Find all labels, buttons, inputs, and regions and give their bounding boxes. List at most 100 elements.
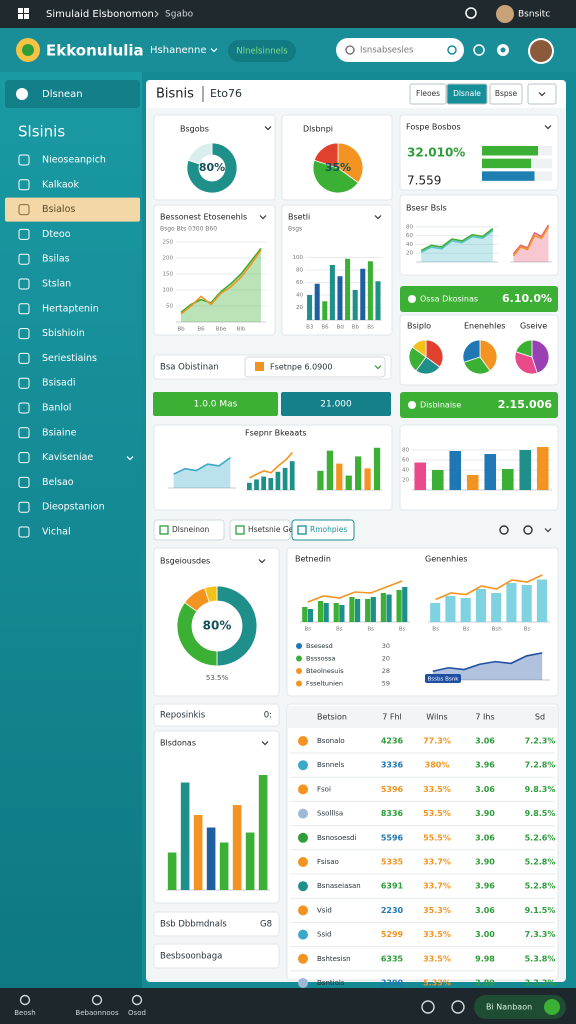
card-title: Fospe Bosbos — [406, 123, 461, 132]
kpi-button[interactable] — [153, 392, 278, 416]
sidebar-active-label[interactable]: Dlsnean — [42, 89, 83, 100]
dropdown-button[interactable] — [527, 83, 557, 105]
kpi-button[interactable] — [281, 392, 391, 416]
badge-label: Bssbs Bsnk — [428, 677, 460, 683]
y-tick-label: 40 — [402, 468, 409, 474]
sidebar-item[interactable]: Bsiaine — [42, 427, 77, 438]
pie-slice — [186, 142, 238, 194]
tab-label[interactable]: Hsetsnie Gel — [248, 525, 295, 534]
bar — [268, 478, 274, 490]
select[interactable] — [244, 356, 386, 378]
card-subtitle: Bsgs — [288, 226, 302, 233]
search-placeholder[interactable]: Isnsabsesles — [360, 46, 414, 56]
sidebar-icon — [18, 452, 30, 464]
card — [153, 911, 280, 937]
tab[interactable] — [229, 519, 291, 541]
header-button-label[interactable]: Nlnelsinnels — [236, 47, 288, 57]
table-header-cell: 7 Fhl — [382, 713, 402, 722]
y-tick-label: 200 — [163, 256, 174, 262]
x-tick-label: Bs — [432, 627, 439, 633]
sidebar-item[interactable]: Kalkaok — [42, 179, 79, 190]
tab[interactable] — [446, 83, 488, 105]
bar — [380, 593, 386, 622]
table-cell: Bsnnels — [317, 761, 345, 769]
table-cell: Bsnaseiasan — [317, 882, 361, 890]
legend-value: 30 — [382, 642, 390, 650]
tab-label[interactable]: Dlsnale — [453, 89, 481, 98]
sidebar-item[interactable]: Belsao — [42, 477, 74, 488]
sidebar-item[interactable]: Kaviseniae — [42, 452, 93, 463]
table-header-cell: Betsion — [317, 713, 347, 722]
card — [399, 194, 559, 276]
sidebar-icon — [18, 476, 30, 488]
table-cell: 3.90 — [475, 858, 495, 867]
card — [153, 114, 276, 201]
tab[interactable] — [153, 519, 225, 541]
sidebar-active[interactable] — [5, 80, 140, 108]
card-title: Reposinkis — [160, 711, 206, 721]
action-button[interactable] — [474, 995, 566, 1019]
bar — [370, 597, 376, 622]
menu-icon — [18, 8, 23, 13]
chevron — [264, 126, 272, 131]
legend-value: 59 — [382, 680, 390, 688]
nav-label[interactable]: Osod — [128, 1009, 146, 1017]
legend-name: Fsseltunien — [306, 680, 343, 688]
tab-label[interactable]: Bspse — [495, 89, 518, 98]
kpi-button-label[interactable]: 1.0.0 Mas — [194, 400, 238, 410]
bar — [314, 283, 320, 320]
bar — [167, 852, 177, 890]
sidebar-icon — [18, 204, 30, 216]
bar — [536, 579, 547, 622]
sidebar-item[interactable]: Stslan — [42, 279, 71, 290]
sidebar-item[interactable]: Hertaptenin — [42, 303, 99, 314]
sidebar-item[interactable]: Sbishioin — [42, 328, 85, 339]
table-cell: 4236 — [381, 737, 404, 746]
table-cell: Vsid — [317, 906, 332, 914]
table-cell: Fsoi — [317, 785, 331, 793]
sidebar-icon — [18, 377, 30, 389]
header-button[interactable] — [228, 40, 296, 62]
y-tick-label: 40 — [296, 293, 303, 299]
nav-label[interactable]: Beosh — [14, 1009, 35, 1017]
table-cell: 33.7% — [423, 882, 451, 891]
nav-label[interactable]: Bebaonnoos — [75, 1009, 119, 1017]
select-value[interactable]: Fsetnpe 6.0900 — [270, 363, 332, 372]
sidebar-item[interactable]: Banlol — [42, 403, 71, 414]
tab-label[interactable]: Rmohpies — [310, 525, 347, 534]
sidebar-item[interactable]: Vichal — [42, 527, 71, 538]
tab-label[interactable]: Fleoes — [416, 89, 440, 98]
kpi-button-label[interactable]: 21.000 — [320, 400, 352, 410]
tab[interactable] — [291, 519, 355, 541]
table-cell: 5.3.8% — [525, 954, 556, 963]
bar — [275, 471, 281, 490]
bar — [193, 815, 203, 890]
sidebar-icon — [18, 328, 30, 340]
bar — [519, 450, 532, 490]
sidebar-item[interactable]: Bsilas — [42, 254, 70, 265]
sidebar-item[interactable]: Nieoseanpich — [42, 155, 106, 166]
card-title: Bessonest Etosenehls — [160, 213, 247, 222]
card-action[interactable]: 0: — [264, 711, 272, 721]
tab[interactable] — [409, 83, 447, 105]
sidebar-item[interactable]: Dteoo — [42, 229, 71, 240]
banner-label: Ossa Dkosinas — [420, 295, 478, 304]
table-cell: 33.5% — [423, 785, 451, 794]
card-action[interactable]: G8 — [260, 920, 272, 930]
breadcrumb-arrow — [154, 10, 159, 18]
sidebar-item[interactable]: Seriestiains — [42, 353, 97, 364]
tab-icon — [297, 525, 307, 535]
pie-slice — [515, 339, 533, 358]
action-button-label[interactable]: Bi Nanbaon — [486, 1003, 532, 1012]
sidebar-item[interactable]: Dieopstanion — [42, 502, 105, 513]
sidebar-selected[interactable] — [5, 197, 140, 222]
tab-label[interactable]: Dlsneinon — [172, 525, 210, 534]
menu[interactable]: Hshanenne — [150, 45, 207, 56]
sidebar-item[interactable]: Bsisadi — [42, 378, 76, 389]
bar — [521, 585, 532, 622]
x-tick-label: Bs — [367, 627, 374, 633]
search-box[interactable] — [336, 38, 464, 62]
tab[interactable] — [489, 83, 523, 105]
sidebar-item[interactable]: Bsialos — [42, 204, 75, 215]
sidebar-icon — [18, 303, 30, 315]
